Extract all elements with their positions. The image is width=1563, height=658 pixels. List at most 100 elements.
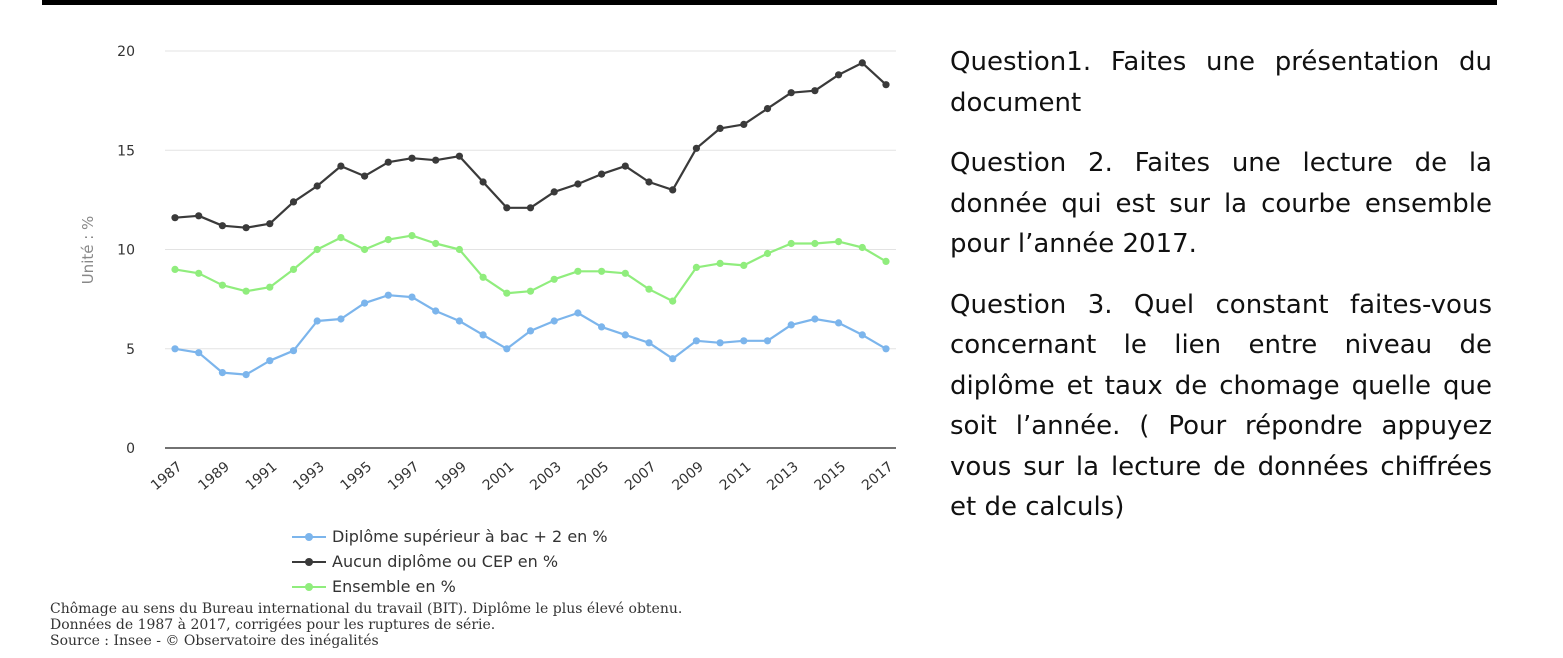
data-point [621,331,629,339]
data-point [479,178,487,186]
question-2: Question 2. Faites une lecture de la don… [950,148,1492,259]
data-point [195,269,203,277]
data-point [313,245,321,254]
data-point [740,261,748,269]
data-point [242,224,250,232]
data-point [432,156,440,164]
question-3: Question 3. Quel constant faites-vous co… [950,289,1492,523]
data-point [289,265,298,273]
data-point [835,238,843,246]
note-period: Données de 1987 à 2017, corrigées pour l… [50,617,496,633]
data-point [171,345,179,353]
x-tick-label: 1997 [385,459,423,494]
data-point [598,267,606,275]
data-point [740,337,748,345]
data-point [716,339,724,347]
data-point [479,273,487,281]
question-1: Question1. Faites une présentation du do… [950,47,1492,118]
data-point [384,236,392,244]
data-point [337,162,345,170]
data-point [361,172,369,180]
data-point [574,267,582,275]
data-point [811,87,819,95]
legend-item-diplome-superieur[interactable]: Diplôme supérieur à bac + 2 en % [292,524,608,549]
legend-label-diplome-superieur: Diplôme supérieur à bac + 2 en % [332,527,608,546]
data-point [455,245,463,254]
data-point [716,124,724,132]
y-axis-label: Unité : % [79,216,97,285]
legend-item-aucun-diplome[interactable]: Aucun diplôme ou CEP en % [292,549,608,574]
series-1 [171,59,890,232]
data-point [361,245,369,254]
x-tick-label: 1995 [338,459,376,494]
data-point [313,182,321,190]
data-point [763,337,772,345]
data-point [313,317,321,325]
data-point [692,144,701,152]
data-point [289,198,298,206]
data-point [835,319,843,327]
x-tick-label: 1993 [290,459,328,494]
data-point [645,285,653,293]
data-point [408,293,416,301]
data-point [171,214,179,222]
legend-label-ensemble: Ensemble en % [332,577,456,596]
x-axis-ticks: 1987 1989 1991 1993 1995 1997 1999 2001 2003 2005… [148,459,897,494]
data-point [550,188,558,196]
data-point [408,154,416,162]
y-tick-label: 15 [117,143,135,159]
chart-legend[interactable]: Diplôme supérieur à bac + 2 en % Aucun d… [292,524,608,599]
data-point [858,59,866,67]
data-point [550,317,558,325]
data-point [526,204,535,212]
data-point [432,239,440,248]
y-tick-label: 5 [126,342,135,358]
data-point [787,89,795,97]
data-point [408,232,416,240]
data-point [692,263,701,271]
data-point [669,186,677,194]
x-tick-label: 1991 [243,459,281,494]
questions-panel: Question1. Faites une présentation du do… [950,42,1492,548]
chart-notes: Chômage au sens du Bureau international … [50,601,682,649]
data-point [361,299,369,307]
data-point [763,105,772,113]
data-point [218,281,226,289]
data-point [811,239,819,248]
data-point [266,220,274,228]
x-tick-label: 2007 [622,459,660,494]
legend-item-ensemble[interactable]: Ensemble en % [292,574,608,599]
legend-label-aucun-diplome: Aucun diplôme ou CEP en % [332,552,559,571]
y-tick-label: 10 [117,243,135,259]
series-line [174,294,887,376]
data-point [195,212,203,220]
data-point [171,265,179,273]
data-point [266,283,274,291]
series-0 [171,291,890,379]
y-tick-label: 20 [117,44,135,60]
data-point [503,345,511,353]
legend-marker-ensemble [292,581,326,593]
data-point [289,347,298,355]
series-line [174,61,887,229]
data-point [787,321,795,329]
data-point [242,287,250,295]
data-point [811,315,819,323]
x-tick-label: 2005 [575,459,613,494]
x-tick-label: 2013 [764,459,802,494]
data-point [479,331,487,339]
data-point [384,158,392,166]
data-point [598,323,606,331]
data-point [550,275,558,283]
data-point [337,234,345,242]
data-point [574,180,582,188]
data-point [455,152,463,160]
x-tick-label: 2017 [859,459,897,494]
y-tick-label: 0 [126,441,135,457]
data-point [384,291,392,299]
data-point [218,369,226,377]
data-point [645,178,653,186]
x-tick-label: 1987 [148,459,186,494]
x-tick-label: 2011 [717,459,755,494]
